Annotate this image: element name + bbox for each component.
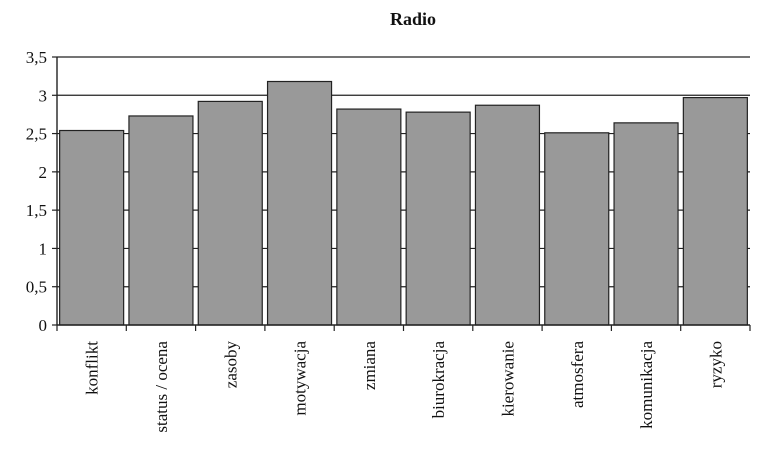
bars xyxy=(59,80,748,326)
y-tick-label: 1 xyxy=(39,239,48,258)
y-tick-label: 3 xyxy=(39,86,48,105)
bar xyxy=(405,111,471,326)
bar xyxy=(613,122,679,326)
y-tick-label: 2 xyxy=(39,163,48,182)
axes xyxy=(52,56,751,331)
x-category-label: atmosfera xyxy=(568,341,587,408)
y-tick-label: 3,5 xyxy=(26,48,47,67)
bar xyxy=(59,129,125,326)
x-category-label: ryzyko xyxy=(706,341,725,388)
bar xyxy=(474,104,541,326)
x-category-label: zasoby xyxy=(221,341,240,389)
bar xyxy=(197,100,263,326)
x-category-labels: konflikt status / ocena zasoby motywacja zmi… xyxy=(83,341,726,433)
x-category-label: status / ocena xyxy=(152,341,171,433)
bar xyxy=(682,96,748,326)
bar xyxy=(266,80,333,326)
x-category-label: zmiana xyxy=(360,341,379,391)
y-tick-label: 2,5 xyxy=(26,125,47,144)
y-tick-label: 0 xyxy=(39,316,48,335)
x-category-label: konflikt xyxy=(83,341,102,395)
y-tick-labels: 0 0,5 1 1,5 2 2,5 3 3,5 xyxy=(26,48,47,335)
y-tick-label: 0,5 xyxy=(26,278,47,297)
x-category-label: motywacja xyxy=(291,341,310,416)
y-tick-label: 1,5 xyxy=(26,201,47,220)
bar xyxy=(336,108,402,326)
x-category-label: biurokracja xyxy=(429,341,448,419)
bar xyxy=(544,132,610,326)
bar xyxy=(128,115,194,326)
x-category-label: komunikacja xyxy=(637,341,656,429)
x-category-label: kierowanie xyxy=(498,341,517,417)
chart-title: Radio xyxy=(390,9,436,29)
